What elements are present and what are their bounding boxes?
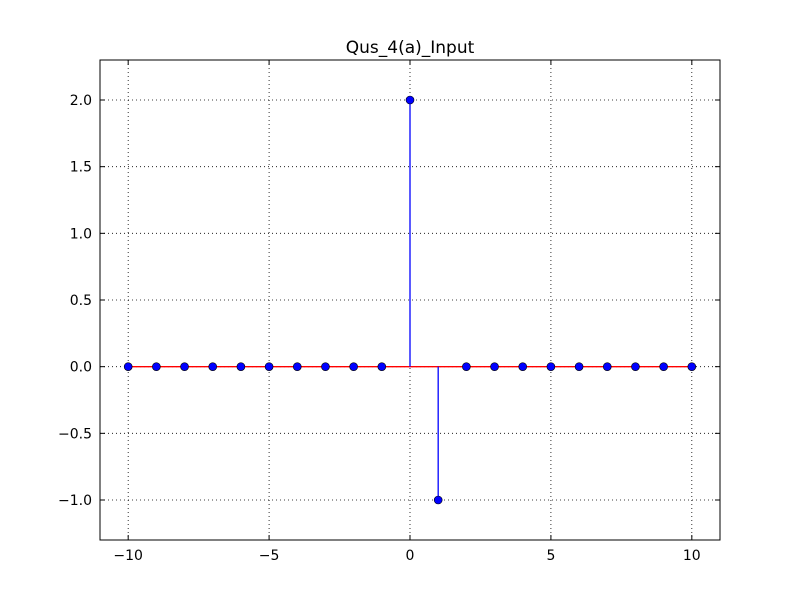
stem-marker-15 — [546, 362, 556, 371]
stem-marker-10 — [405, 95, 415, 105]
stem-marker-5 — [264, 362, 274, 371]
stem-marker-9 — [377, 362, 387, 371]
stem-marker-17 — [602, 362, 612, 371]
stem-marker-11 — [433, 495, 443, 505]
stem-marker-20 — [687, 362, 697, 371]
y-tick-label-3: 0.5 — [70, 293, 92, 309]
stem-marker-0 — [123, 362, 133, 371]
stem-marker-3 — [208, 362, 218, 371]
stem-marker-19 — [659, 362, 668, 371]
y-tick-label-1: −0.5 — [58, 426, 92, 442]
stem-marker-4 — [236, 362, 246, 371]
stem-marker-8 — [349, 362, 358, 371]
chart-title: Qus_4(a)_Input — [346, 38, 475, 58]
stem-marker-7 — [321, 362, 330, 371]
stem-marker-13 — [490, 362, 499, 371]
y-tick-label-6: 2.0 — [70, 93, 92, 109]
axis-ticks — [100, 60, 720, 540]
stem-markers — [123, 95, 697, 505]
y-tick-label-0: −1.0 — [58, 493, 92, 509]
y-tick-label-2: 0.0 — [70, 360, 92, 376]
x-tick-label-3: 5 — [546, 548, 555, 564]
y-axis-tick-labels: −1.0 −0.5 0.0 0.5 1.0 1.5 2.0 — [58, 93, 92, 509]
y-tick-label-5: 1.5 — [70, 160, 92, 176]
stem-marker-1 — [152, 362, 161, 371]
stem-marker-12 — [462, 362, 471, 371]
stem-lines — [409, 100, 439, 500]
stem-marker-2 — [180, 362, 189, 371]
y-tick-label-4: 1.0 — [70, 226, 92, 242]
stem-marker-18 — [631, 362, 640, 371]
x-tick-label-4: 10 — [683, 548, 701, 564]
stem-marker-16 — [574, 362, 584, 371]
x-axis-tick-labels: −10 −5 0 5 10 — [113, 548, 700, 564]
x-tick-label-0: −10 — [113, 548, 143, 564]
x-tick-label-1: −5 — [259, 548, 280, 564]
stem-marker-14 — [518, 362, 528, 371]
x-tick-label-2: 0 — [406, 548, 415, 564]
stem-marker-6 — [292, 362, 302, 371]
